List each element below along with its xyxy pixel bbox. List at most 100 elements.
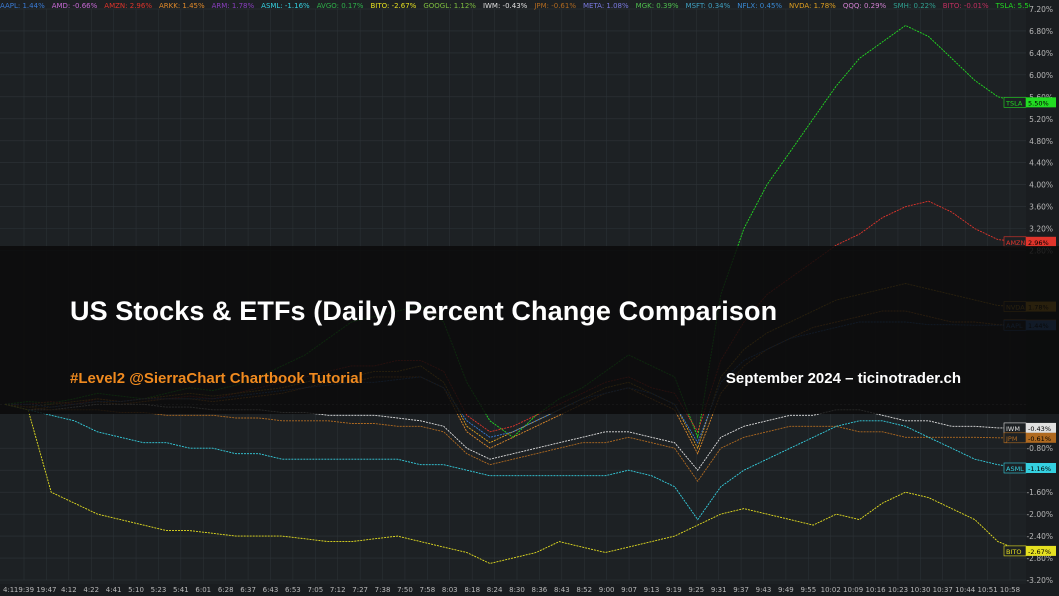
end-label-jpm: JPM -0.61% bbox=[1003, 432, 1056, 444]
ticker-legend-item: SMH: 0.22% bbox=[893, 2, 936, 10]
x-tick-label: 9:43 bbox=[756, 586, 772, 594]
x-tick-label: 5:10 bbox=[128, 586, 144, 594]
ticker-legend-item: AMZN: 2.96% bbox=[104, 2, 152, 10]
end-label-bito: BITO -2.67% bbox=[1003, 545, 1056, 557]
banner-subtitle: #Level2 @SierraChart Chartbook Tutorial bbox=[70, 370, 363, 387]
x-tick-label: 8:03 bbox=[442, 586, 458, 594]
end-label-value: 2.96% bbox=[1028, 239, 1049, 247]
end-label-name: BITO bbox=[1006, 548, 1021, 556]
x-tick-label: 8:24 bbox=[487, 586, 503, 594]
x-tick-label: 9:25 bbox=[688, 586, 704, 594]
end-label-tsla: TSLA 5.50% bbox=[1003, 97, 1056, 108]
x-tick-label: 9:31 bbox=[711, 586, 727, 594]
x-tick-label: 7:27 bbox=[352, 586, 368, 594]
end-label-name: IWM bbox=[1006, 425, 1020, 433]
x-tick-label: 9:49 bbox=[778, 586, 794, 594]
x-tick-label: 7:58 bbox=[419, 586, 435, 594]
x-tick-label: 4:22 bbox=[83, 586, 99, 594]
ticker-legend-item: MGK: 0.39% bbox=[635, 2, 679, 10]
ticker-legend-item: NFLX: 0.45% bbox=[737, 2, 783, 10]
x-tick-label: 8:30 bbox=[509, 586, 525, 594]
end-label-iwm: IWM -0.43% bbox=[1003, 422, 1056, 434]
y-tick-label: 6.40% bbox=[1029, 49, 1053, 58]
x-tick-label: 8:43 bbox=[554, 586, 570, 594]
x-tick-label: 9:37 bbox=[733, 586, 749, 594]
ticker-legend-item: AVGO: 0.17% bbox=[316, 2, 364, 10]
x-tick-label: 19:39 bbox=[14, 586, 34, 594]
y-tick-label: -2.00% bbox=[1026, 510, 1053, 519]
x-tick-label: 9:19 bbox=[666, 586, 682, 594]
ticker-legend-item: AMD: -0.66% bbox=[51, 2, 98, 10]
x-tick-label: 10:58 bbox=[1000, 586, 1020, 594]
x-tick-label: 7:38 bbox=[375, 586, 391, 594]
ticker-legend-item: NVDA: 1.78% bbox=[789, 2, 836, 10]
series-line-bito bbox=[4, 403, 1022, 564]
x-tick-label: 9:07 bbox=[621, 586, 637, 594]
ticker-legend: AAPL: 1.44% AMD: -0.66% AMZN: 2.96% ARKK: 1… bbox=[0, 0, 1030, 12]
x-tick-label: 10:02 bbox=[821, 586, 841, 594]
series-line-iwm bbox=[4, 403, 1021, 471]
x-axis-start-tag: 4:1 bbox=[3, 586, 14, 594]
x-tick-label: 10:23 bbox=[888, 586, 908, 594]
end-label-value: -2.67% bbox=[1028, 548, 1051, 556]
x-tick-label: 7:05 bbox=[307, 586, 323, 594]
x-axis: 4:1 19:39 19:47 4:12 4:22 4:41 5:10 5:23 5:41 6:0… bbox=[0, 584, 1026, 596]
x-tick-label: 6:28 bbox=[218, 586, 234, 594]
x-tick-label: 4:12 bbox=[61, 586, 77, 594]
ticker-legend-item: AAPL: 1.44% bbox=[0, 2, 45, 10]
x-tick-label: 10:09 bbox=[843, 586, 863, 594]
y-tick-label: 4.00% bbox=[1029, 181, 1053, 190]
x-tick-label: 9:00 bbox=[599, 586, 615, 594]
ticker-legend-item: GOOGL: 1.12% bbox=[423, 2, 476, 10]
x-tick-label: 10:16 bbox=[865, 586, 886, 594]
x-tick-label: 8:36 bbox=[532, 586, 548, 594]
y-tick-label: 5.20% bbox=[1029, 115, 1053, 124]
x-tick-label: 5:41 bbox=[173, 586, 189, 594]
ticker-legend-item: BITO: -0.01% bbox=[942, 2, 989, 10]
end-label-name: AMZN bbox=[1006, 239, 1026, 247]
end-label-asml: ASML -1.16% bbox=[1003, 462, 1056, 474]
series-line-amzn bbox=[5, 200, 1022, 433]
y-tick-label: 3.20% bbox=[1029, 225, 1053, 234]
ticker-legend-item: ASML: -1.16% bbox=[261, 2, 310, 10]
ticker-legend-item: JPM: -0.61% bbox=[534, 2, 576, 10]
ticker-legend-item: ARKK: 1.45% bbox=[158, 2, 205, 10]
x-tick-label: 19:47 bbox=[36, 586, 56, 594]
end-label-value-box bbox=[1026, 462, 1056, 473]
x-tick-label: 7:12 bbox=[330, 586, 346, 594]
y-tick-label: 6.00% bbox=[1029, 71, 1053, 80]
end-label-value: -0.43% bbox=[1028, 425, 1051, 433]
y-tick-label: -2.80% bbox=[1026, 554, 1053, 563]
x-tick-label: 8:52 bbox=[576, 586, 592, 594]
ticker-legend-item: MSFT: 0.34% bbox=[685, 2, 731, 10]
y-tick-label: 3.60% bbox=[1029, 203, 1053, 212]
x-tick-label: 8:18 bbox=[464, 586, 480, 594]
x-tick-label: 6:43 bbox=[263, 586, 279, 594]
ticker-legend-item: IWM: -0.43% bbox=[482, 2, 528, 10]
y-tick-label: -0.80% bbox=[1026, 444, 1053, 453]
end-label-value-box bbox=[1026, 422, 1056, 433]
x-tick-label: 10:30 bbox=[910, 586, 930, 594]
end-label-value-box bbox=[1026, 432, 1056, 443]
end-label-value: -0.61% bbox=[1028, 435, 1051, 443]
y-tick-label: -1.60% bbox=[1026, 488, 1053, 497]
end-label-name: JPM bbox=[1005, 435, 1017, 443]
banner-title: US Stocks & ETFs (Daily) Percent Change … bbox=[70, 296, 778, 326]
x-tick-label: 7:50 bbox=[397, 586, 413, 594]
y-tick-label: 4.40% bbox=[1029, 159, 1053, 168]
x-tick-label: 10:37 bbox=[933, 586, 953, 594]
x-tick-label: 6:53 bbox=[285, 586, 301, 594]
x-tick-label: 5:23 bbox=[151, 586, 167, 594]
x-tick-label: 9:55 bbox=[800, 586, 816, 594]
x-axis-panel bbox=[0, 584, 1026, 596]
series-line-jpm bbox=[4, 403, 1021, 482]
series-line-asml bbox=[4, 403, 1022, 521]
x-tick-label: 10:51 bbox=[977, 586, 997, 594]
title-banner: US Stocks & ETFs (Daily) Percent Change … bbox=[0, 246, 1059, 414]
end-label-name: TSLA bbox=[1005, 99, 1023, 107]
banner-credit: September 2024 – ticinotrader.ch bbox=[725, 370, 961, 387]
y-tick-label: 7.20% bbox=[1029, 5, 1053, 14]
ticker-legend-item: QQQ: 0.29% bbox=[842, 2, 887, 10]
x-tick-label: 6:37 bbox=[240, 586, 256, 594]
y-tick-label: -3.20% bbox=[1026, 576, 1053, 585]
